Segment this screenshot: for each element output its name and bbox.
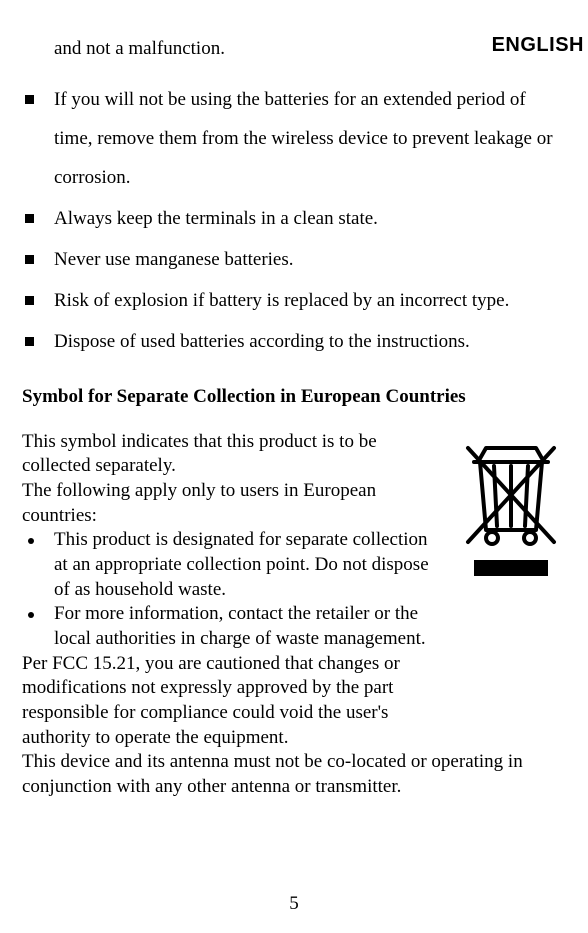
antenna-paragraph: This device and its antenna must not be … — [22, 750, 566, 799]
list-item: Risk of explosion if battery is replaced… — [22, 282, 566, 321]
list-item: For more information, contact the retail… — [22, 602, 438, 651]
list-item: If you will not be using the batteries f… — [22, 81, 566, 198]
symbol-text-column: This symbol indicates that this product … — [22, 430, 438, 751]
symbol-bullet-list: This product is designated for separate … — [22, 528, 438, 651]
list-item: Never use manganese batteries. — [22, 241, 566, 280]
continuation-text: and not a malfunction. — [54, 30, 566, 69]
language-header: ENGLISH — [492, 34, 584, 57]
battery-warning-list: If you will not be using the batteries f… — [22, 81, 566, 362]
weee-bin-icon — [456, 434, 566, 589]
list-item: Dispose of used batteries according to t… — [22, 323, 566, 362]
section-heading: Symbol for Separate Collection in Europe… — [22, 386, 566, 408]
symbol-intro-1: This symbol indicates that this product … — [22, 430, 438, 479]
list-item: This product is designated for separate … — [22, 528, 438, 602]
symbol-intro-2: The following apply only to users in Eur… — [22, 479, 438, 528]
fcc-paragraph: Per FCC 15.21, you are cautioned that ch… — [22, 652, 438, 751]
page-number: 5 — [0, 893, 588, 915]
list-item: Always keep the terminals in a clean sta… — [22, 200, 566, 239]
